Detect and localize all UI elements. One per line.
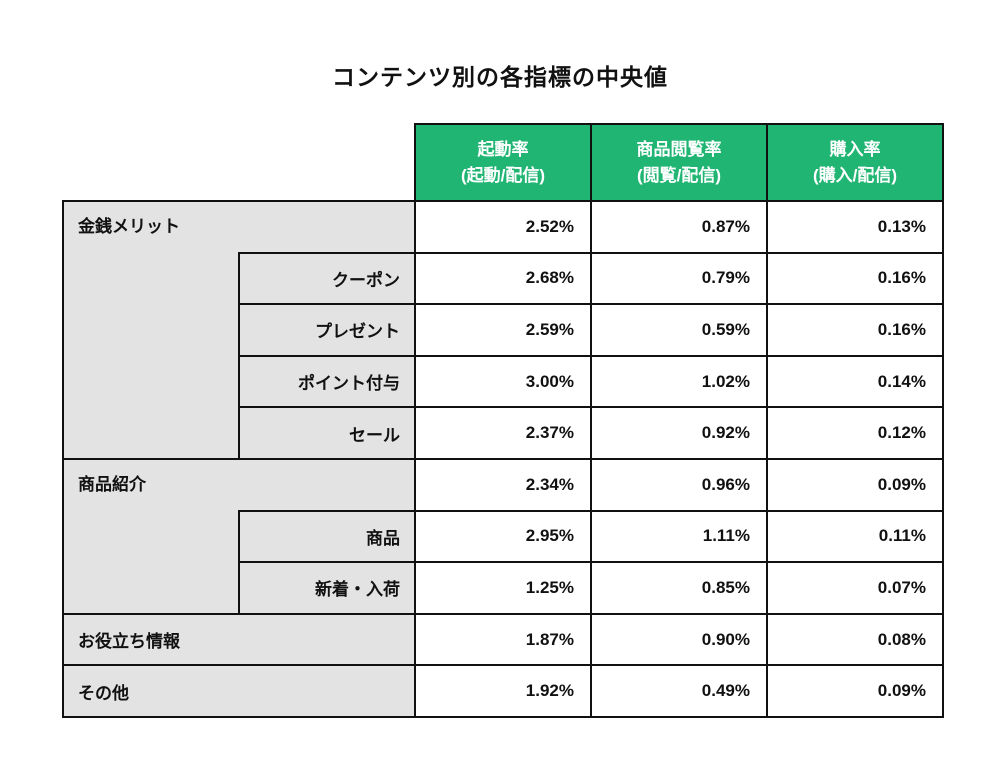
subcategory-label-point-grant: ポイント付与 [238, 354, 416, 409]
table-row-useful-info: お役立ち情報 1.87% 0.90% 0.08% [62, 612, 944, 667]
value-cell: 0.79% [590, 251, 768, 306]
value-cell: 0.14% [766, 354, 944, 409]
value-cell: 0.59% [590, 303, 768, 357]
value-cell: 2.59% [414, 303, 592, 357]
header-line1: 起動率 [477, 140, 529, 159]
value-cell: 0.87% [590, 200, 768, 254]
value-cell: 0.12% [766, 406, 944, 460]
value-cell: 2.95% [414, 509, 592, 564]
header-line1: 購入率 [829, 140, 881, 159]
table-header-row: 起動率 (起動/配信) 商品閲覧率 (閲覧/配信) 購入率 (購入/配信) [63, 123, 944, 202]
table-row-other: その他 1.92% 0.49% 0.09% [62, 664, 944, 718]
value-cell: 1.25% [414, 561, 592, 615]
value-cell: 0.49% [590, 664, 768, 718]
value-cell: 0.09% [766, 457, 944, 512]
value-cell: 0.90% [590, 612, 768, 667]
table-row-product: 商品 2.95% 1.11% 0.11% [63, 509, 944, 564]
value-cell: 0.13% [766, 200, 944, 254]
value-cell: 0.16% [766, 251, 944, 306]
table-row-product-intro: 商品紹介 2.34% 0.96% 0.09% [62, 457, 944, 615]
value-cell: 2.37% [414, 406, 592, 460]
value-cell: 1.92% [414, 664, 592, 718]
header-line2: (起動/配信) [460, 165, 546, 185]
value-cell: 0.09% [766, 664, 944, 718]
subcategory-label-present: プレゼント [238, 303, 416, 357]
header-line2: (閲覧/配信) [636, 165, 722, 185]
value-cell: 1.11% [590, 509, 768, 564]
category-extension-cell [239, 457, 416, 512]
value-cell: 2.52% [414, 200, 592, 254]
page-title: コンテンツ別の各指標の中央値 [332, 64, 668, 90]
value-cell: 2.34% [414, 457, 592, 512]
value-cell: 0.85% [590, 561, 768, 615]
value-cell: 0.16% [766, 303, 944, 357]
value-cell: 0.92% [590, 406, 768, 460]
category-label-product-intro: 商品紹介 [62, 457, 239, 615]
subcategory-label-new-arrival: 新着・入荷 [238, 561, 416, 615]
value-cell: 3.00% [414, 354, 592, 409]
table-row-point-grant: ポイント付与 3.00% 1.02% 0.14% [63, 354, 944, 409]
subcategory-label-sale: セール [238, 406, 416, 460]
category-label-monetary-merit: 金銭メリット [62, 200, 239, 460]
subcategory-label-product: 商品 [238, 509, 416, 564]
header-spacer [63, 124, 415, 201]
table-row-new-arrival: 新着・入荷 1.25% 0.85% 0.07% [63, 561, 944, 615]
value-cell: 0.96% [590, 457, 768, 512]
header-line2: (購入/配信) [812, 165, 898, 185]
column-header-view-rate: 商品閲覧率 (閲覧/配信) [590, 123, 768, 202]
category-extension-cell [239, 200, 416, 254]
table-row-coupon: クーポン 2.68% 0.79% 0.16% [63, 251, 944, 306]
table-row-present: プレゼント 2.59% 0.59% 0.16% [63, 303, 944, 357]
value-cell: 1.02% [590, 354, 768, 409]
column-header-purchase-rate: 購入率 (購入/配信) [766, 123, 944, 202]
value-cell: 0.07% [766, 561, 944, 615]
column-header-launch-rate: 起動率 (起動/配信) [414, 123, 592, 202]
value-cell: 0.08% [766, 612, 944, 667]
value-cell: 2.68% [414, 251, 592, 306]
table-row-sale: セール 2.37% 0.92% 0.12% [63, 406, 944, 460]
subcategory-label-coupon: クーポン [238, 251, 416, 306]
value-cell: 0.11% [766, 509, 944, 564]
table-row-monetary-merit: 金銭メリット 2.52% 0.87% 0.13% [62, 200, 944, 460]
header-line1: 商品閲覧率 [636, 140, 722, 159]
metrics-table: 起動率 (起動/配信) 商品閲覧率 (閲覧/配信) 購入率 (購入/配信) 金銭… [62, 123, 944, 718]
category-label-other: その他 [62, 664, 416, 718]
category-label-useful-info: お役立ち情報 [62, 612, 416, 667]
value-cell: 1.87% [414, 612, 592, 667]
